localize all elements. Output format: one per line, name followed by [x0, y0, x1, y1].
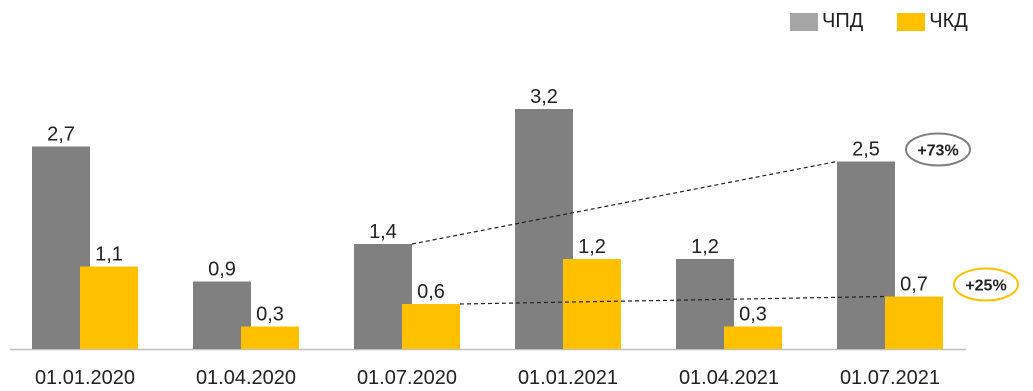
- bar-chkd-4: [724, 326, 782, 349]
- bar-chkd-2: [402, 304, 460, 349]
- legend-swatch-chkd: [897, 12, 926, 31]
- bar-chkd-5: [885, 296, 943, 349]
- chart-legend: ЧПД ЧКД: [790, 10, 968, 33]
- data-label-chkd-5: 0,7: [900, 274, 928, 296]
- legend-label-chkd: ЧКД: [929, 10, 968, 32]
- data-label-chkd-1: 0,3: [256, 304, 284, 326]
- growth-badge-label-0: +73%: [917, 143, 958, 160]
- x-tick-label-5: 01.07.2021: [840, 367, 940, 389]
- data-label-chpd-5: 2,5: [852, 139, 880, 161]
- legend-label-chpd: ЧПД: [822, 10, 864, 32]
- x-tick-label-2: 01.07.2020: [357, 367, 457, 389]
- growth-badge-label-1: +25%: [965, 278, 1006, 295]
- x-tick-label-3: 01.01.2021: [518, 367, 618, 389]
- data-label-chpd-2: 1,4: [369, 221, 397, 243]
- bar-chkd-3: [563, 259, 621, 349]
- data-label-chkd-2: 0,6: [417, 281, 445, 303]
- data-label-chkd-4: 0,3: [739, 304, 767, 326]
- data-label-chpd-0: 2,7: [47, 124, 75, 146]
- data-label-chpd-4: 1,2: [691, 236, 719, 258]
- growth-badge-ring-1: [953, 267, 1019, 302]
- legend-item-chkd: ЧКД: [897, 10, 968, 33]
- data-label-chkd-0: 1,1: [95, 244, 123, 266]
- legend-item-chpd: ЧПД: [790, 10, 863, 33]
- legend-swatch-chpd: [790, 12, 818, 31]
- bar-chkd-1: [241, 326, 299, 349]
- data-label-chpd-3: 3,2: [530, 86, 558, 108]
- data-label-chkd-3: 1,2: [578, 236, 606, 258]
- trend-line-1: [459, 295, 886, 305]
- trend-line-0: [411, 160, 838, 245]
- x-tick-label-4: 01.04.2021: [679, 367, 779, 389]
- data-label-chpd-1: 0,9: [208, 259, 236, 281]
- growth-badge-ring-0: [905, 132, 971, 167]
- x-tick-label-1: 01.04.2020: [196, 367, 296, 389]
- x-tick-label-0: 01.01.2020: [35, 367, 135, 389]
- bar-chkd-0: [80, 266, 138, 349]
